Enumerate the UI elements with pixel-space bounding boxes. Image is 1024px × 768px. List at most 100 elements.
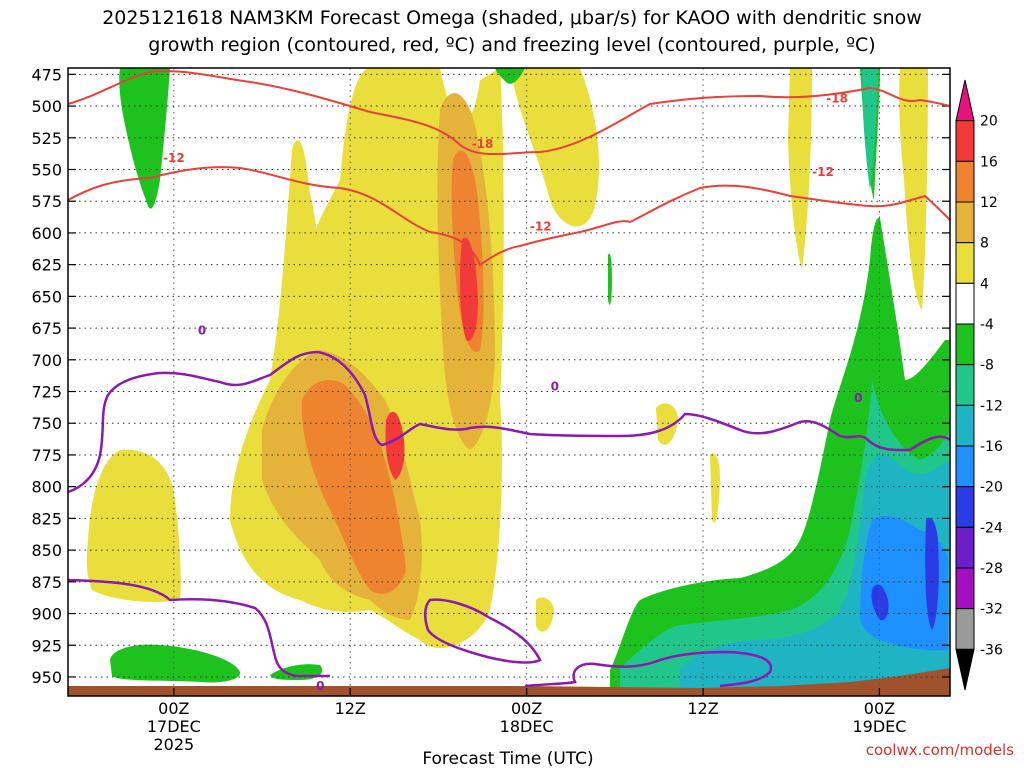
colorbar-label: 12 (980, 195, 998, 211)
omega-4-region-right2 (899, 68, 928, 310)
y-tick-label: 575 (31, 192, 62, 211)
colorbar-label: -16 (980, 439, 1003, 455)
contour-label: -18 (826, 91, 848, 105)
contour-0c-lower-left (67, 578, 330, 678)
credit-text: coolwx.com/models (866, 741, 1014, 759)
y-tick-label: 850 (31, 541, 62, 560)
y-tick-label: 500 (31, 97, 62, 116)
contour-label: 0 (316, 679, 324, 693)
x-tick-label-line2: 17DEC (147, 717, 201, 736)
colorbar-swatch (955, 323, 975, 366)
x-tick-label-line1: 00Z (864, 699, 895, 718)
omega-neg4-region-topleft (119, 68, 170, 209)
colorbar-swatch (955, 364, 975, 406)
y-tick-label: 925 (31, 636, 62, 655)
colorbar-label: -12 (980, 398, 1003, 414)
y-tick-label: 550 (31, 160, 62, 179)
y-tick-label: 475 (31, 65, 62, 84)
colorbar-swatch (955, 608, 975, 650)
y-tick-label: 525 (31, 129, 62, 148)
omega-4-region-small3 (710, 453, 720, 523)
omega-12-region-left (301, 380, 406, 594)
colorbar-label: -4 (980, 317, 994, 333)
contour-label: -12 (530, 220, 552, 234)
contour-minus18-line (67, 70, 951, 156)
colorbar-swatch (955, 282, 975, 325)
x-tick-label-line2: 19DEC (852, 717, 906, 736)
contour-minus12-line (67, 166, 951, 267)
y-tick-label: 800 (31, 478, 62, 497)
terrain-ground (68, 668, 950, 696)
y-axis-tick-labels: 475 500 525 550 575 600 625 650 675 700 725 750 775 8… (31, 65, 62, 687)
y-tick-label: 900 (31, 605, 62, 624)
colorbar-swatch (955, 160, 975, 203)
omega-neg8-region-top (862, 68, 878, 190)
contour-label: 0 (198, 324, 206, 338)
x-tick-label-line1: 12Z (687, 699, 718, 718)
colorbar-label: -36 (980, 642, 1003, 658)
dgz-contours (67, 70, 951, 267)
freezing-level-contours (67, 350, 951, 688)
y-tick-label: 700 (31, 351, 62, 370)
omega-4-region-left (86, 449, 181, 602)
contour-label: -12 (163, 151, 185, 165)
omega-4-region-upper (510, 68, 599, 227)
colorbar-label: 8 (980, 236, 989, 252)
y-tick-label: 750 (31, 414, 62, 433)
colorbar-swatch (955, 404, 975, 447)
contour-0c-lower-right (524, 650, 773, 688)
plot-frame (67, 67, 951, 697)
colorbar-swatch (955, 445, 975, 488)
colorbar-swatch (955, 526, 975, 569)
colorbar-label: -32 (980, 602, 1003, 618)
x-tick-label-line1: 00Z (158, 699, 189, 718)
contour-label: 0 (854, 391, 862, 405)
colorbar-label: 4 (980, 276, 989, 292)
y-tick-label: 675 (31, 319, 62, 338)
contour-label-group: -12 -18 -12 -18 -12 0 0 0 0 (163, 91, 862, 693)
colorbar-label: -28 (980, 561, 1003, 577)
x-tick-label-line1: 12Z (335, 699, 366, 718)
y-tick-label: 950 (31, 668, 62, 687)
colorbar-swatch (955, 242, 975, 284)
y-tick-label: 875 (31, 573, 62, 592)
colorbar-swatch (955, 567, 975, 610)
omega-4-region-small2 (656, 403, 678, 445)
omega-16-region-upper (459, 237, 478, 341)
omega-4-region-small1 (536, 597, 554, 632)
omega-neg20-region-1 (871, 584, 889, 621)
contour-0c-lower-mid (424, 598, 542, 664)
y-tick-label: 600 (31, 224, 62, 243)
colorbar-legend: 20 16 12 8 4 -4 -8 -12 -16 -20 -24 -28 -32 -36 (955, 79, 1003, 691)
y-tick-label: 725 (31, 383, 62, 402)
omega-4-region-top-left (291, 171, 320, 360)
contour-label: 0 (551, 379, 559, 393)
colorbar-label: -24 (980, 520, 1003, 536)
gridlines (68, 68, 950, 696)
colorbar-bottom-triangle (955, 648, 975, 691)
x-tick-label-line1: 00Z (511, 699, 542, 718)
y-tick-label: 825 (31, 509, 62, 528)
contour-label: -18 (472, 137, 494, 151)
chart-title-line1: 2025121618 NAM3KM Forecast Omega (shaded… (102, 7, 922, 29)
colorbar-swatch (955, 486, 975, 528)
x-tick-label-line2: 18DEC (500, 717, 554, 736)
omega-16-region-lower (385, 411, 405, 480)
omega-neg4-region-thin (608, 253, 612, 305)
colorbar-label: 20 (980, 114, 998, 130)
colorbar-label: 16 (980, 154, 998, 170)
colorbar-swatch (955, 120, 975, 162)
y-tick-label: 650 (31, 287, 62, 306)
x-tick-label-line3: 2025 (153, 735, 194, 754)
x-axis-label: Forecast Time (UTC) (422, 749, 593, 768)
colorbar-swatch (955, 201, 975, 244)
contour-0c-main (67, 350, 951, 494)
colorbar-top-triangle (955, 79, 975, 122)
y-tick-label: 625 (31, 256, 62, 275)
colorbar-label: -8 (980, 358, 994, 374)
omega-neg4-region-lower-left (110, 644, 241, 683)
colorbar-label: -20 (980, 480, 1003, 496)
omega-neg20-region-2 (925, 517, 939, 630)
